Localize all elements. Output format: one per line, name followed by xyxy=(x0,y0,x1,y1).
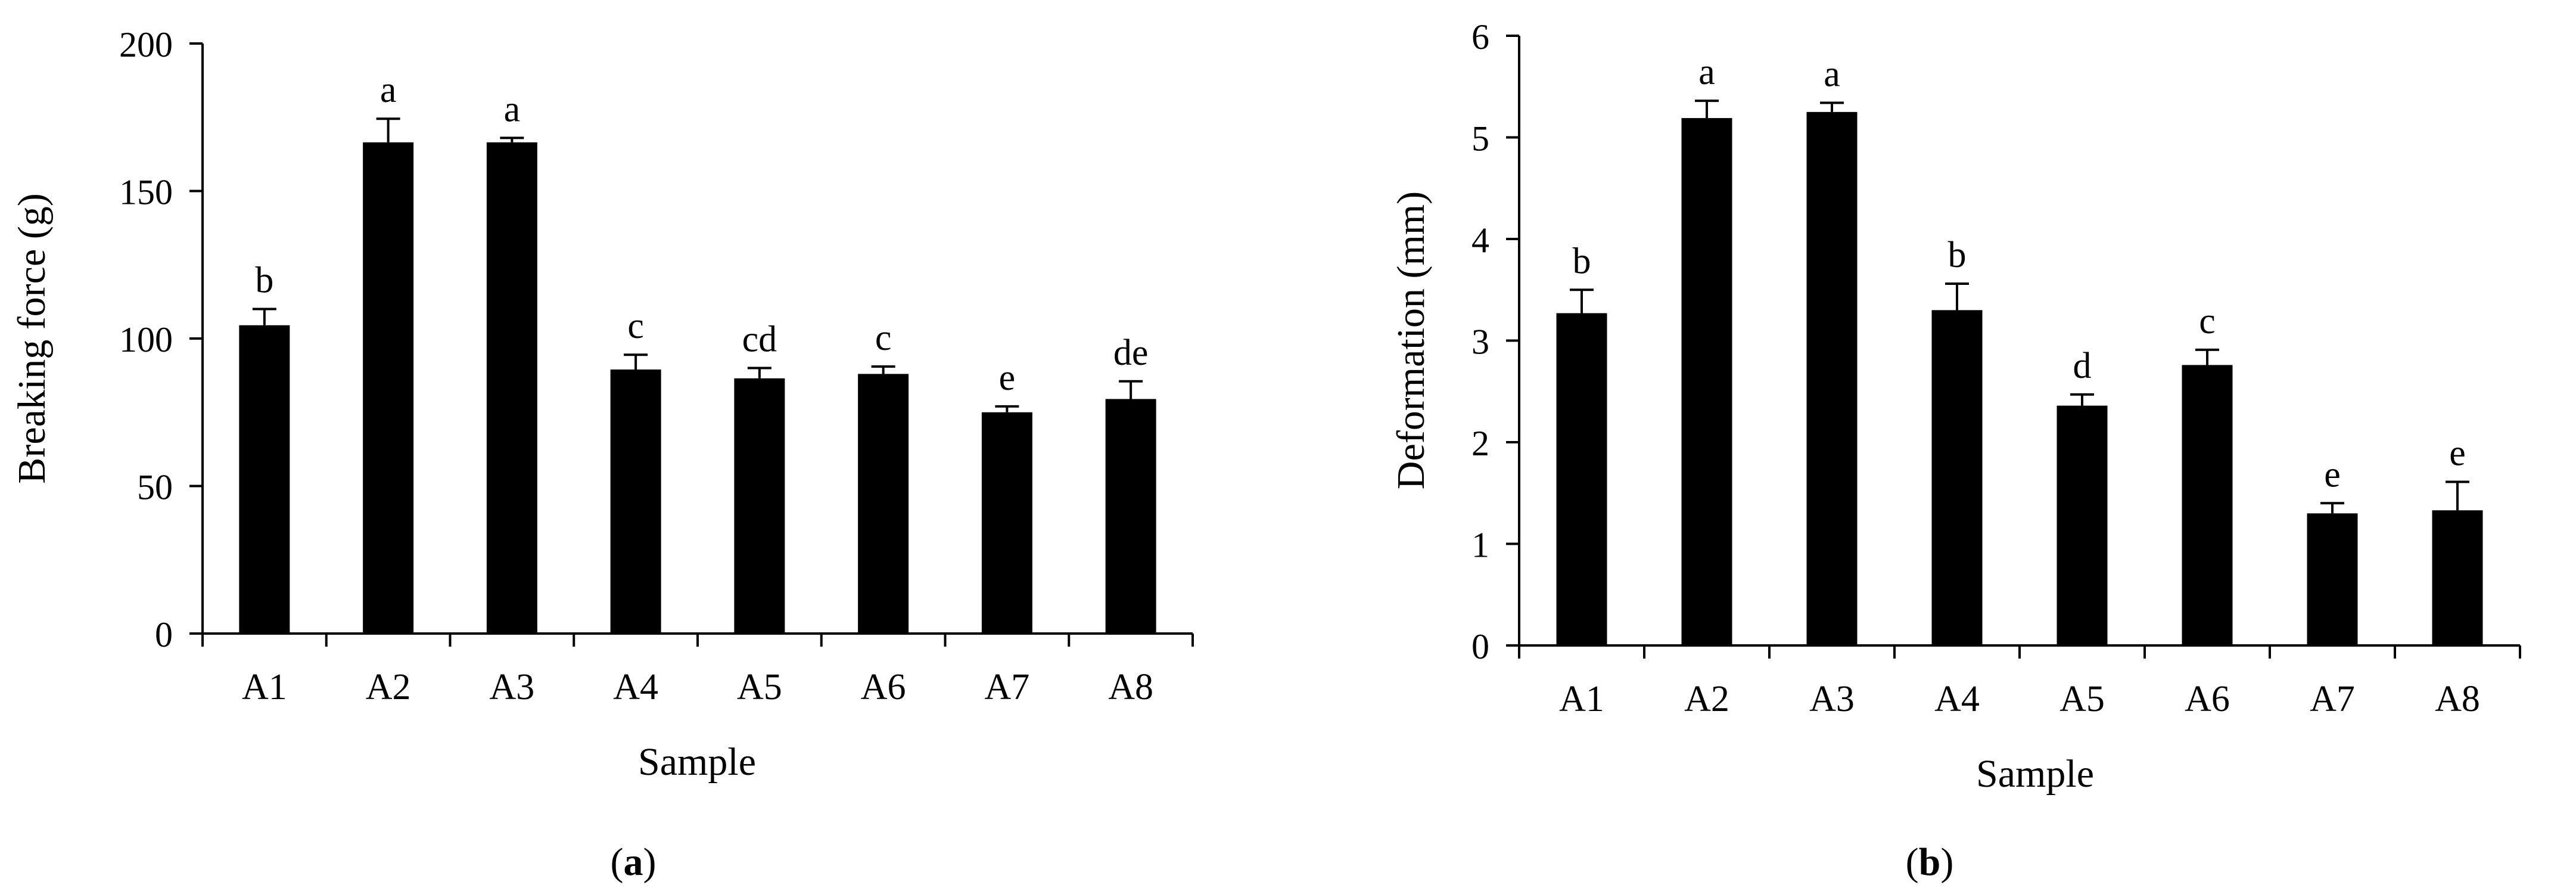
y-axis-label-b: Deformation (mm) xyxy=(1389,191,1433,489)
bar-a-A6 xyxy=(858,374,909,634)
significance-letter-b: a xyxy=(1824,54,1840,95)
significance-letter-b: d xyxy=(2073,346,2092,386)
y-tick-label-b: 4 xyxy=(1471,221,1489,260)
y-tick-label-b: 6 xyxy=(1471,17,1489,57)
x-tick-label-a: A1 xyxy=(242,667,287,707)
x-tick-label-b: A8 xyxy=(2435,679,2480,719)
significance-letter-b: e xyxy=(2449,433,2466,473)
y-tick-label-a: 150 xyxy=(119,173,173,212)
chart-panel-a: 0 50 100 150 200 A1 b A2 a A3 a A4 c A5 cd A6 c A7 e A8 de Br… xyxy=(10,25,1194,884)
significance-letter-b: c xyxy=(2199,301,2216,342)
bar-a-A5 xyxy=(734,378,785,634)
x-tick-label-b: A4 xyxy=(1934,679,1980,719)
y-tick-label-b: 2 xyxy=(1471,424,1489,463)
x-axis-label-b: Sample xyxy=(1976,752,2094,796)
significance-letter-a: e xyxy=(999,358,1016,398)
bar-a-A7 xyxy=(981,412,1032,634)
x-tick-label-b: A6 xyxy=(2185,679,2230,719)
x-tick-label-b: A7 xyxy=(2310,679,2355,719)
y-tick-label-b: 0 xyxy=(1471,627,1489,666)
bar-a-A8 xyxy=(1105,399,1156,634)
chart-panel-b: 0 1 2 3 4 5 6 A1 b A2 a A3 a A4 b A5 d A6 c A7 e A8 e Deformati… xyxy=(1389,17,2521,884)
bar-a-A4 xyxy=(610,369,661,634)
x-axis-label-a: Sample xyxy=(638,740,756,784)
bar-a-A3 xyxy=(486,142,537,634)
significance-letter-b: e xyxy=(2324,454,2341,495)
significance-letter-b: b xyxy=(1573,241,1591,281)
x-tick-label-a: A7 xyxy=(984,667,1029,707)
y-tick-label-b: 3 xyxy=(1471,322,1489,362)
bar-b-A6 xyxy=(2182,365,2233,645)
y-tick-label-b: 1 xyxy=(1471,526,1489,565)
x-tick-label-b: A1 xyxy=(1559,679,1604,719)
x-tick-label-a: A2 xyxy=(366,667,411,707)
y-tick-label-a: 100 xyxy=(119,320,173,359)
significance-letter-a: a xyxy=(380,70,397,110)
x-tick-label-b: A2 xyxy=(1684,679,1729,719)
x-tick-label-a: A8 xyxy=(1108,667,1153,707)
y-tick-label-a: 50 xyxy=(137,468,173,507)
x-tick-label-b: A5 xyxy=(2059,679,2105,719)
bar-b-A1 xyxy=(1556,313,1607,645)
panel-label-b: (b) xyxy=(1906,840,1954,884)
significance-letter-a: a xyxy=(504,89,521,129)
y-axis-label-a: Breaking force (g) xyxy=(10,193,54,483)
panel-label-a: (a) xyxy=(611,840,657,884)
bar-b-A7 xyxy=(2307,513,2358,645)
y-tick-label-b: 5 xyxy=(1471,119,1489,159)
bar-b-A4 xyxy=(1931,310,1983,645)
significance-letter-b: b xyxy=(1948,235,1967,275)
y-tick-label-a: 0 xyxy=(155,615,173,654)
bar-a-A1 xyxy=(239,325,290,634)
significance-letter-b: a xyxy=(1698,52,1715,92)
y-tick-label-a: 200 xyxy=(119,25,173,64)
bar-b-A5 xyxy=(2057,405,2108,645)
x-tick-label-b: A3 xyxy=(1809,679,1855,719)
significance-letter-a: c xyxy=(875,318,892,358)
x-tick-label-a: A6 xyxy=(861,667,906,707)
x-tick-label-a: A3 xyxy=(489,667,534,707)
bar-b-A8 xyxy=(2432,510,2483,645)
bar-b-A3 xyxy=(1806,111,1858,645)
bar-b-A2 xyxy=(1681,118,1732,646)
x-tick-label-a: A5 xyxy=(737,667,782,707)
significance-letter-a: cd xyxy=(742,319,777,360)
significance-letter-a: de xyxy=(1113,333,1149,373)
significance-letter-a: b xyxy=(255,260,273,301)
x-tick-label-a: A4 xyxy=(613,667,658,707)
significance-letter-a: c xyxy=(627,306,644,346)
bar-a-A2 xyxy=(363,142,414,634)
